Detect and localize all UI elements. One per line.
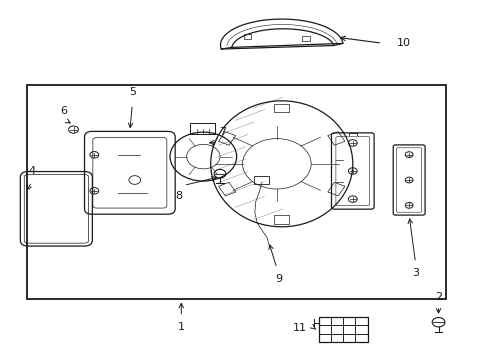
Bar [219, 132, 236, 145]
Text: 9: 9 [276, 274, 283, 284]
Bar [318, 317, 368, 342]
Text: 7: 7 [220, 127, 226, 137]
Bar [343, 317, 355, 325]
Bar [355, 325, 368, 334]
Bar [244, 34, 251, 39]
Bar [27, 85, 446, 299]
Bar [318, 334, 331, 342]
Bar [318, 325, 331, 334]
Bar [331, 334, 343, 342]
Text: 4: 4 [28, 166, 35, 176]
Bar [355, 334, 368, 342]
Bar [274, 215, 289, 224]
Text: 1: 1 [178, 322, 185, 332]
Text: 2: 2 [435, 292, 442, 302]
Text: 10: 10 [397, 38, 411, 48]
Text: 3: 3 [412, 268, 419, 278]
Text: 6: 6 [60, 106, 67, 116]
Bar [219, 183, 236, 196]
Bar [302, 36, 310, 41]
Bar [343, 325, 355, 334]
Bar [328, 132, 345, 145]
Bar [331, 317, 343, 325]
Text: 8: 8 [175, 191, 182, 201]
Bar [328, 183, 345, 196]
Bar [355, 317, 368, 325]
Bar [254, 176, 269, 184]
Bar [190, 123, 215, 134]
Bar [274, 104, 289, 112]
Text: 5: 5 [129, 87, 136, 97]
Text: 11: 11 [293, 323, 307, 333]
Bar [318, 317, 331, 325]
Bar [331, 325, 343, 334]
Bar [343, 334, 355, 342]
